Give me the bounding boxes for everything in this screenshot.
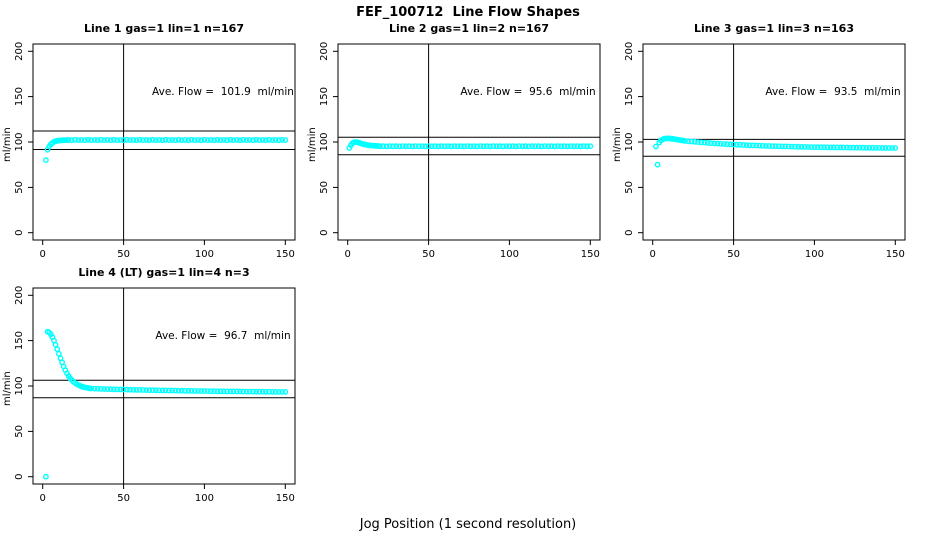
- svg-text:50: 50: [117, 249, 130, 260]
- svg-text:50: 50: [117, 493, 130, 504]
- svg-text:0: 0: [40, 493, 46, 504]
- panel-line-4: Line 4 (LT) gas=1 lin=4 n=3 0 50 100 150 0 50…: [0, 266, 305, 524]
- svg-text:150: 150: [624, 87, 635, 106]
- panel-1-y-axis-label: ml/min: [2, 127, 13, 162]
- svg-text:0: 0: [14, 230, 25, 236]
- svg-text:0: 0: [624, 230, 635, 236]
- panel-4-title: Line 4 (LT) gas=1 lin=4 n=3: [78, 266, 250, 279]
- svg-text:0: 0: [40, 249, 46, 260]
- svg-text:0: 0: [650, 249, 656, 260]
- panel-3-y-axis-label: ml/min: [612, 127, 623, 162]
- panel-3-ave-flow-annotation: Ave. Flow = 93.5 ml/min: [765, 86, 901, 98]
- svg-text:100: 100: [624, 132, 635, 151]
- svg-text:100: 100: [195, 249, 214, 260]
- svg-text:0: 0: [14, 474, 25, 480]
- svg-text:150: 150: [14, 87, 25, 106]
- figure-title: FEF_100712 Line Flow Shapes: [356, 5, 580, 20]
- svg-text:100: 100: [805, 249, 824, 260]
- panel-2-scatter-plot: 0 50 100 150 0 50 100 150 200: [319, 42, 601, 260]
- panel-3-title: Line 3 gas=1 lin=3 n=163: [693, 22, 854, 35]
- panel-1-ave-flow-annotation: Ave. Flow = 101.9 ml/min: [152, 86, 294, 98]
- panel-line-1: Line 1 gas=1 lin=1 n=167 0 50 100 150 0 50 100…: [0, 22, 305, 280]
- svg-text:150: 150: [14, 331, 25, 350]
- panel-1-scatter-plot: 0 50 100 150 0 50 100 150 200: [14, 42, 296, 260]
- svg-text:50: 50: [14, 181, 25, 194]
- svg-text:150: 150: [276, 493, 295, 504]
- svg-text:50: 50: [727, 249, 740, 260]
- svg-text:150: 150: [319, 87, 330, 106]
- panel-line-2: Line 2 gas=1 lin=2 n=167 0 50 100 150 0 50 100…: [305, 22, 610, 280]
- panel-1-title: Line 1 gas=1 lin=1 n=167: [83, 22, 244, 35]
- svg-text:100: 100: [319, 132, 330, 151]
- svg-text:50: 50: [319, 181, 330, 194]
- svg-text:200: 200: [624, 42, 635, 61]
- panel-2-y-axis-label: ml/min: [307, 127, 318, 162]
- figure-x-axis-label: Jog Position (1 second resolution): [359, 517, 577, 532]
- svg-text:200: 200: [14, 286, 25, 305]
- svg-text:100: 100: [500, 249, 519, 260]
- svg-text:150: 150: [581, 249, 600, 260]
- panel-3-scatter-plot: 0 50 100 150 0 50 100 150 200: [624, 42, 906, 260]
- panel-2-title: Line 2 gas=1 lin=2 n=167: [388, 22, 549, 35]
- svg-text:200: 200: [319, 42, 330, 61]
- panel-4-scatter-plot: 0 50 100 150 0 50 100 150 200: [14, 286, 296, 504]
- svg-text:150: 150: [886, 249, 905, 260]
- panel-2-ave-flow-annotation: Ave. Flow = 95.6 ml/min: [460, 86, 596, 98]
- svg-text:150: 150: [276, 249, 295, 260]
- panel-line-3: Line 3 gas=1 lin=3 n=163 0 50 100 150 0 50 100…: [610, 22, 915, 280]
- svg-text:50: 50: [624, 181, 635, 194]
- panel-4-ave-flow-annotation: Ave. Flow = 96.7 ml/min: [155, 330, 291, 342]
- svg-text:200: 200: [14, 42, 25, 61]
- svg-text:50: 50: [14, 425, 25, 438]
- panel-4-y-axis-label: ml/min: [2, 371, 13, 406]
- svg-text:100: 100: [14, 376, 25, 395]
- svg-text:100: 100: [195, 493, 214, 504]
- svg-text:100: 100: [14, 132, 25, 151]
- svg-text:50: 50: [422, 249, 435, 260]
- svg-text:0: 0: [345, 249, 351, 260]
- svg-text:0: 0: [319, 230, 330, 236]
